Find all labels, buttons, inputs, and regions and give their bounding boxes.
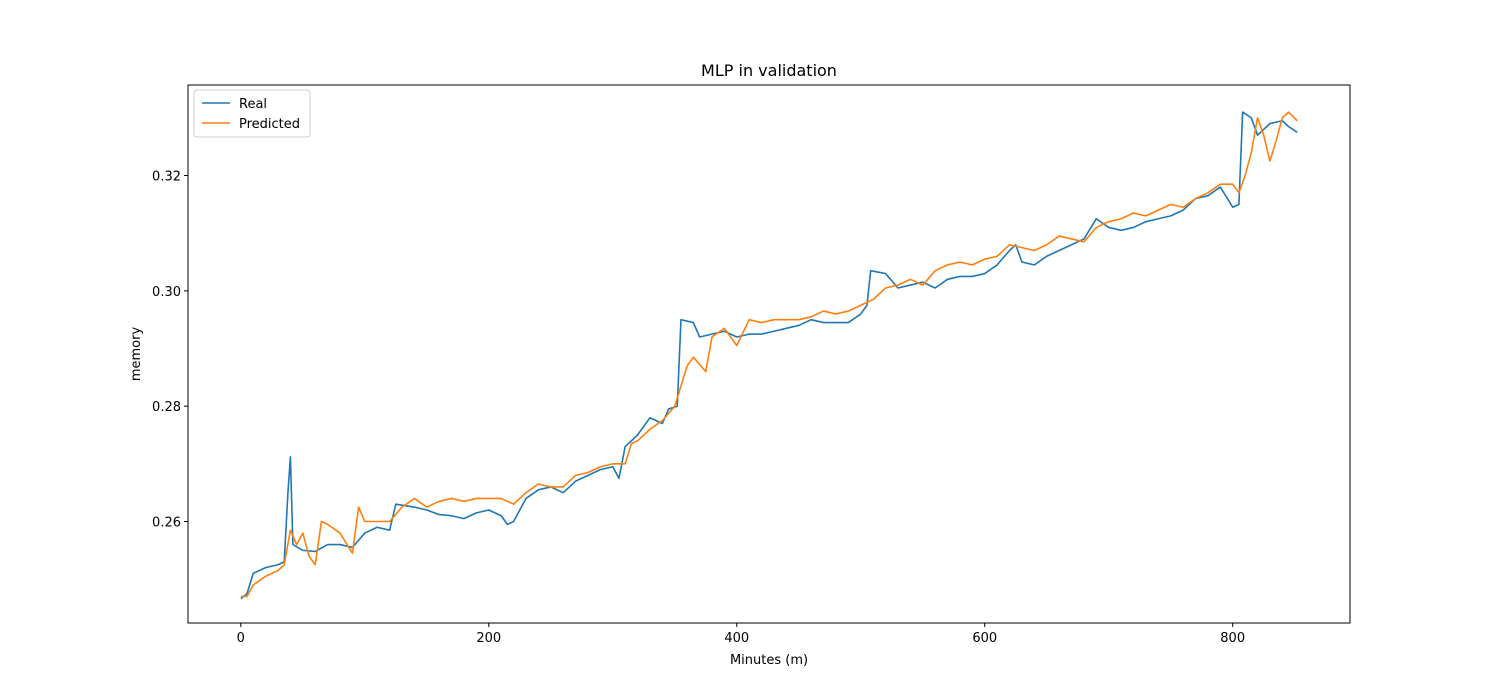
line-series (240, 111, 1298, 598)
x-tick-label: 0 (237, 631, 245, 646)
y-tick-label: 0.28 (152, 400, 181, 415)
chart-title: MLP in validation (701, 61, 837, 80)
line-series (240, 111, 1298, 600)
axes-frame (187, 84, 1351, 624)
plot-area (240, 111, 1298, 600)
x-tick-label: 200 (476, 631, 501, 646)
x-tick-label: 800 (1220, 631, 1245, 646)
x-tick-label: 600 (972, 631, 997, 646)
legend-box (193, 89, 311, 138)
legend-label: Predicted (239, 117, 300, 132)
x-axis-label: Minutes (m) (730, 653, 808, 668)
x-tick-label: 400 (724, 631, 749, 646)
y-tick-label: 0.32 (152, 170, 181, 185)
legend: Real Predicted (193, 89, 311, 138)
y-tick-label: 0.30 (152, 285, 181, 300)
y-axis-label: memory (129, 327, 144, 382)
y-tick-label: 0.26 (152, 516, 181, 531)
legend-label: Real (239, 97, 267, 112)
